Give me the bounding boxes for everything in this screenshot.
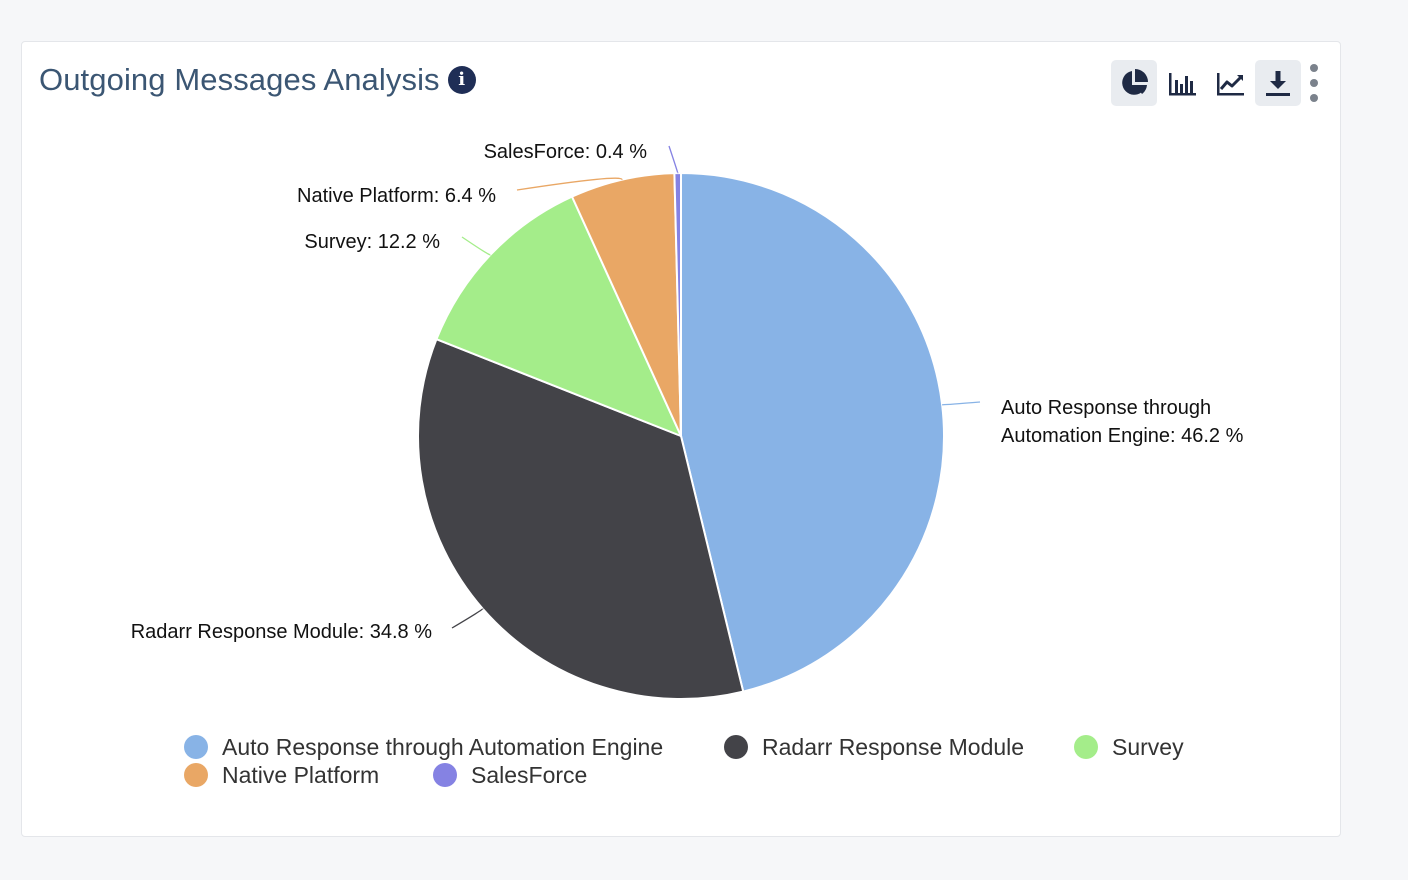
data-label-salesforce: SalesForce: 0.4 % — [484, 141, 648, 163]
legend-dot — [184, 735, 208, 759]
chart-legend: Auto Response through Automation Engine … — [184, 733, 1234, 789]
line-chart-icon — [1217, 73, 1244, 96]
legend-row-1: Auto Response through Automation Engine … — [184, 733, 1234, 761]
pie-chart: Auto Response through Automation Engine: … — [131, 141, 1244, 700]
legend-dot — [1074, 735, 1098, 759]
bar-chart-icon — [1169, 73, 1196, 96]
legend-item-radarr-response-module[interactable]: Radarr Response Module — [724, 734, 1074, 761]
legend-item-survey[interactable]: Survey — [1074, 734, 1184, 761]
legend-dot — [724, 735, 748, 759]
connector-survey — [461, 236, 492, 256]
info-icon[interactable]: i — [447, 66, 476, 94]
legend-label: Survey — [1112, 733, 1184, 760]
chart-toolbar — [1111, 60, 1325, 106]
connector-native-platform — [516, 177, 623, 191]
download-button[interactable] — [1255, 60, 1301, 106]
pie-chart-icon — [1122, 69, 1148, 95]
legend-dot — [433, 763, 457, 787]
download-icon — [1266, 71, 1290, 96]
legend-item-auto-response[interactable]: Auto Response through Automation Engine — [184, 734, 724, 761]
chart-title: Outgoing Messages Analysis — [39, 62, 440, 97]
legend-label: Radarr Response Module — [762, 733, 1025, 760]
legend-label: SalesForce — [471, 761, 588, 788]
kebab-icon — [1310, 64, 1318, 102]
legend-item-salesforce[interactable]: SalesForce — [433, 762, 587, 789]
title-row: Outgoing Messages Analysis i — [39, 62, 476, 98]
data-label-auto-response: Auto Response through Automation Engine: … — [1001, 397, 1244, 447]
bar-chart-button[interactable] — [1159, 60, 1205, 106]
legend-item-native-platform[interactable]: Native Platform — [184, 762, 433, 789]
connector-radarr-response-module — [451, 608, 484, 629]
data-label-survey: Survey: 12.2 % — [304, 231, 440, 253]
chart-card: Outgoing Messages Analysis i — [21, 41, 1341, 837]
legend-label: Native Platform — [222, 761, 380, 788]
line-chart-button[interactable] — [1207, 60, 1253, 106]
legend-dot — [184, 763, 208, 787]
pie-chart-button[interactable] — [1111, 60, 1157, 106]
data-label-radarr-response-module: Radarr Response Module: 34.8 % — [131, 621, 432, 643]
pie-slice-auto-response[interactable] — [680, 172, 945, 693]
connector-auto-response — [942, 401, 981, 406]
data-label-native-platform: Native Platform: 6.4 % — [297, 185, 496, 207]
legend-label: Auto Response through Automation Engine — [222, 733, 664, 760]
more-options-button[interactable] — [1303, 60, 1325, 106]
legend-row-2: Native Platform SalesForce — [184, 761, 1234, 789]
connector-salesforce — [668, 145, 679, 174]
